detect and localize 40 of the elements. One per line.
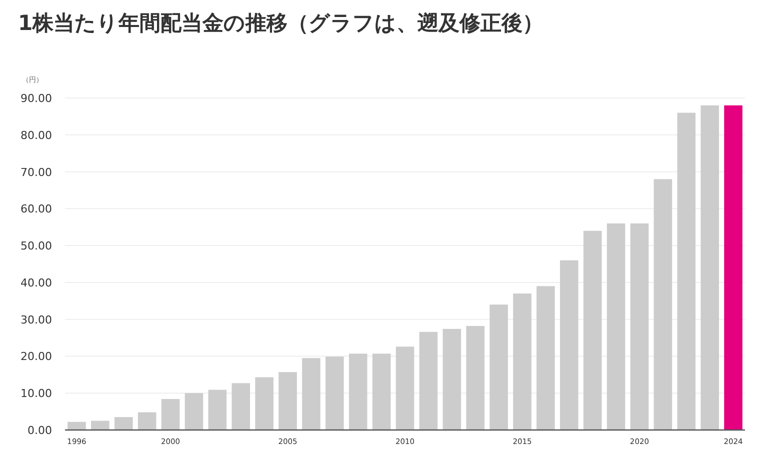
bar: [278, 372, 297, 430]
bar: [677, 112, 696, 430]
bar: [161, 399, 180, 430]
bar: [372, 354, 391, 430]
bar: [490, 304, 508, 430]
bar: [255, 377, 274, 430]
y-tick-label: 90.00: [20, 92, 52, 105]
bar: [208, 390, 227, 430]
bar: [138, 412, 156, 430]
bar: [396, 346, 414, 430]
y-tick-label: 40.00: [20, 276, 52, 290]
bar: [536, 286, 555, 430]
bar: [114, 417, 133, 430]
bar: [326, 356, 344, 430]
y-tick-label: 10.00: [20, 387, 52, 400]
bar: [466, 326, 484, 430]
y-tick-label: 80.00: [20, 128, 52, 142]
bar: [184, 393, 204, 430]
bar: [232, 383, 250, 430]
bar: [583, 230, 602, 430]
bar: [91, 420, 110, 430]
bar: [513, 294, 532, 430]
y-tick-label: 20.00: [20, 350, 52, 364]
bar: [560, 260, 578, 430]
y-tick-label: 30.00: [20, 313, 52, 326]
bar: [654, 179, 672, 430]
bar: [700, 105, 719, 430]
bar: [348, 354, 368, 430]
y-tick-label: 60.00: [20, 202, 52, 216]
bar: [68, 422, 86, 430]
bar: [419, 332, 438, 430]
bar: [606, 223, 626, 430]
y-tick-label: 50.00: [20, 240, 52, 253]
y-tick-label: 0.00: [28, 424, 52, 437]
bar: [302, 358, 320, 430]
bar: [630, 223, 649, 430]
title: 1株当たり年間配当金の推移（グラフは、遡及修正後）: [18, 11, 544, 35]
bar: [724, 105, 742, 430]
bar: [442, 328, 462, 430]
y-tick-label: 70.00: [20, 166, 52, 179]
